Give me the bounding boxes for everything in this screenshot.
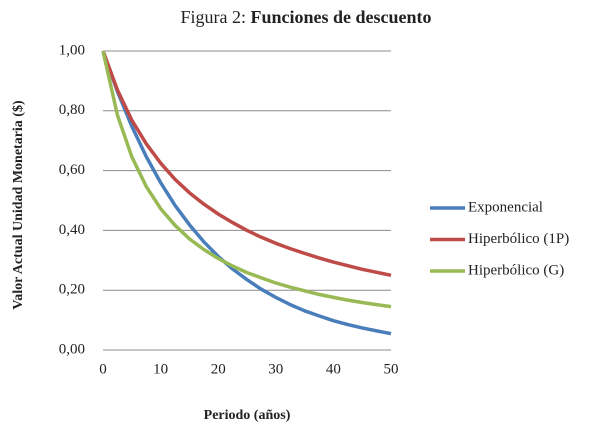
x-tick-label: 50 xyxy=(384,361,399,377)
y-axis-title: Valor Actual Unidad Monetaria ($) xyxy=(11,100,26,310)
y-tick-label: 0,20 xyxy=(59,282,85,298)
series-line xyxy=(101,50,392,278)
figure-label: Figura 2: xyxy=(180,7,246,27)
y-tick-label: 0,80 xyxy=(59,102,85,118)
x-tick-label: 20 xyxy=(211,361,226,377)
x-tick-label: 40 xyxy=(326,361,341,377)
y-tick-label: 0,60 xyxy=(59,162,85,178)
legend-label: Exponencial xyxy=(468,199,543,215)
series-line xyxy=(101,50,392,309)
series-line xyxy=(101,50,392,336)
x-tick-label: 0 xyxy=(99,361,107,377)
x-tick-label: 10 xyxy=(153,361,168,377)
x-tick-label: 30 xyxy=(268,361,283,377)
chart-title-line: Figura 2: Funciones de descuento xyxy=(180,7,431,27)
x-axis-title: Periodo (años) xyxy=(204,408,291,423)
y-tick-label: 0,40 xyxy=(59,222,85,238)
legend-label: Hiperbólico (G) xyxy=(468,262,564,278)
y-tick-label: 0,00 xyxy=(59,341,85,357)
legend-label: Hiperbólico (1P) xyxy=(468,231,569,247)
y-tick-label: 1,00 xyxy=(59,42,85,58)
chart-title: Funciones de descuento xyxy=(250,7,431,27)
